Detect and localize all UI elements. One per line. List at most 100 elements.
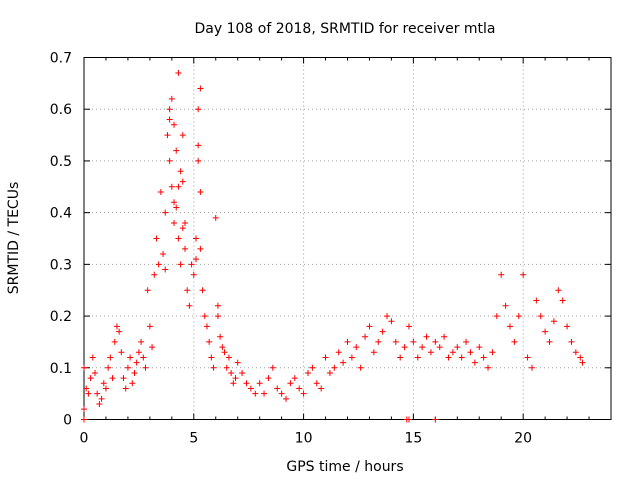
data-point: [105, 364, 112, 371]
y-tick-label: 0.5: [50, 154, 72, 170]
y-tick-label: 0.7: [50, 51, 72, 67]
data-point: [171, 199, 178, 206]
data-point: [449, 349, 456, 356]
data-point: [98, 395, 105, 402]
data-point: [379, 328, 386, 335]
data-point: [230, 380, 237, 387]
x-tick-label: 0: [80, 431, 89, 447]
data-point: [186, 302, 193, 309]
data-point: [353, 344, 360, 351]
data-point: [392, 338, 399, 345]
data-point: [291, 375, 298, 382]
data-point: [287, 380, 294, 387]
data-point: [173, 147, 180, 154]
data-point: [203, 323, 210, 330]
data-point: [171, 219, 178, 226]
data-point: [133, 359, 140, 366]
data-point: [300, 390, 307, 397]
data-point: [109, 375, 116, 382]
data-point: [192, 235, 199, 242]
data-point: [234, 359, 241, 366]
y-tick-label: 0.6: [50, 102, 72, 118]
data-point: [401, 344, 408, 351]
data-point: [388, 318, 395, 325]
data-point: [542, 328, 549, 335]
data-point: [166, 106, 173, 113]
data-point: [550, 318, 557, 325]
data-point: [83, 385, 90, 392]
data-point: [458, 354, 465, 361]
data-point: [432, 338, 439, 345]
data-point: [579, 359, 586, 366]
x-tick-label: 20: [514, 431, 532, 447]
data-point: [127, 354, 134, 361]
data-point: [454, 344, 461, 351]
data-point: [217, 333, 224, 340]
data-point: [149, 344, 156, 351]
data-point: [564, 323, 571, 330]
data-point: [414, 354, 421, 361]
y-tick-label: 0.4: [50, 206, 72, 222]
chart-title: Day 108 of 2018, SRMTID for receiver mtl…: [194, 21, 495, 37]
data-point: [423, 333, 430, 340]
data-point: [506, 323, 513, 330]
data-point: [537, 313, 544, 320]
data-point: [118, 349, 125, 356]
data-point: [511, 338, 518, 345]
data-point: [131, 369, 138, 376]
data-point: [157, 188, 164, 195]
data-point: [410, 338, 417, 345]
data-point: [142, 364, 149, 371]
data-point: [160, 251, 167, 258]
data-point: [243, 380, 250, 387]
data-point: [577, 354, 584, 361]
data-point: [309, 364, 316, 371]
data-point: [122, 385, 129, 392]
data-point: [463, 338, 470, 345]
data-point: [427, 349, 434, 356]
data-point: [210, 364, 217, 371]
data-point: [326, 369, 333, 376]
data-point: [94, 390, 101, 397]
data-point: [493, 313, 500, 320]
data-point: [480, 354, 487, 361]
data-point: [124, 364, 131, 371]
data-point: [555, 287, 562, 294]
data-point: [113, 323, 120, 330]
data-point: [195, 106, 202, 113]
data-point: [166, 157, 173, 164]
data-point: [348, 354, 355, 361]
data-point: [81, 406, 87, 413]
data-point: [146, 323, 153, 330]
data-point: [190, 271, 197, 278]
data-point: [247, 385, 254, 392]
data-point: [81, 364, 87, 371]
data-point: [182, 245, 189, 252]
tick-labels: 0 5 10 15 20 0 0.1 0.2 0.3 0.4 0.5 0.6 0.7: [50, 51, 532, 447]
data-point: [502, 302, 509, 309]
data-point: [100, 380, 107, 387]
data-point: [489, 349, 496, 356]
data-point: [296, 385, 303, 392]
data-point: [197, 85, 204, 92]
data-point: [467, 349, 474, 356]
data-point: [221, 349, 228, 356]
data-point: [370, 349, 377, 356]
data-point: [177, 261, 184, 268]
data-point: [116, 328, 123, 335]
data-point: [269, 364, 276, 371]
data-point: [179, 225, 186, 232]
data-point: [476, 344, 483, 351]
data-point: [192, 256, 199, 263]
data-point: [212, 214, 219, 221]
x-tick-label: 15: [404, 431, 422, 447]
data-point: [572, 349, 579, 356]
data-point: [179, 132, 186, 139]
data-point: [304, 369, 311, 376]
data-point: [111, 338, 118, 345]
data-point: [81, 416, 87, 423]
data-point: [197, 245, 204, 252]
data-point: [208, 354, 215, 361]
x-axis-label: GPS time / hours: [286, 459, 403, 475]
data-point: [199, 287, 206, 294]
